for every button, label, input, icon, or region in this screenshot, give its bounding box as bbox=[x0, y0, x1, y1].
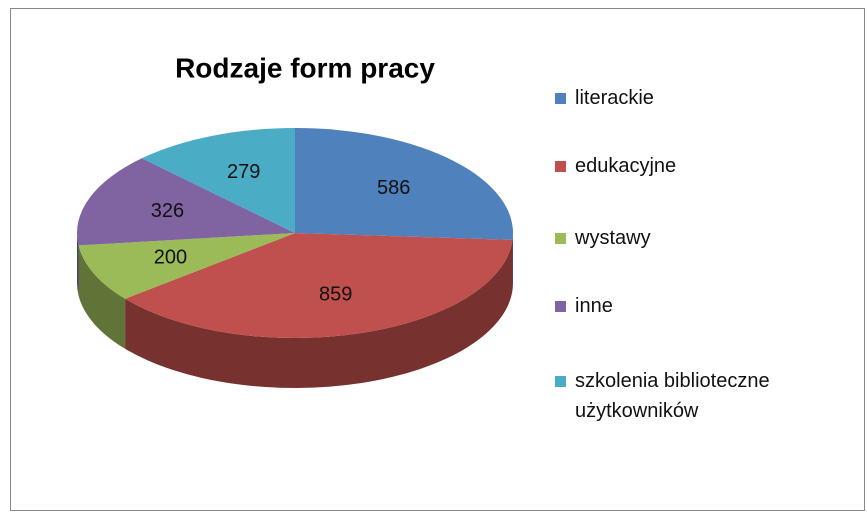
legend-label: inne bbox=[575, 295, 613, 317]
pie-slice bbox=[78, 233, 296, 299]
pie-sides bbox=[77, 233, 513, 389]
pie-side bbox=[78, 245, 126, 349]
pie-slice bbox=[141, 128, 295, 233]
legend-label: wystawy bbox=[575, 227, 651, 249]
data-label: 859 bbox=[319, 283, 352, 305]
legend-swatch bbox=[555, 376, 566, 387]
pie-slice bbox=[125, 233, 513, 339]
chart-frame bbox=[10, 8, 865, 511]
data-label: 586 bbox=[377, 177, 410, 199]
legend-swatch bbox=[555, 301, 566, 312]
pie-slice bbox=[77, 158, 295, 246]
legend-swatch bbox=[555, 93, 566, 104]
pie-slice bbox=[295, 128, 513, 240]
legend-item: inne bbox=[555, 295, 835, 321]
data-label: 326 bbox=[151, 200, 184, 222]
legend-item: edukacyjne bbox=[555, 155, 835, 181]
data-label: 200 bbox=[154, 247, 187, 269]
data-label: 279 bbox=[227, 161, 260, 183]
legend-label: literackie bbox=[575, 87, 654, 109]
legend-swatch bbox=[555, 161, 566, 172]
legend-label: szkolenia biblioteczne użytkowników bbox=[575, 370, 770, 422]
legend-item: szkolenia biblioteczne użytkowników bbox=[555, 370, 835, 426]
legend-item: literackie bbox=[555, 87, 835, 113]
legend-swatch bbox=[555, 233, 566, 244]
pie-side bbox=[77, 233, 79, 296]
chart-title: Rodzaje form pracy bbox=[175, 52, 435, 83]
legend-label: edukacyjne bbox=[575, 155, 677, 177]
pie-tops bbox=[77, 128, 513, 339]
legend-item: wystawy bbox=[555, 227, 835, 253]
pie-side bbox=[125, 239, 513, 389]
